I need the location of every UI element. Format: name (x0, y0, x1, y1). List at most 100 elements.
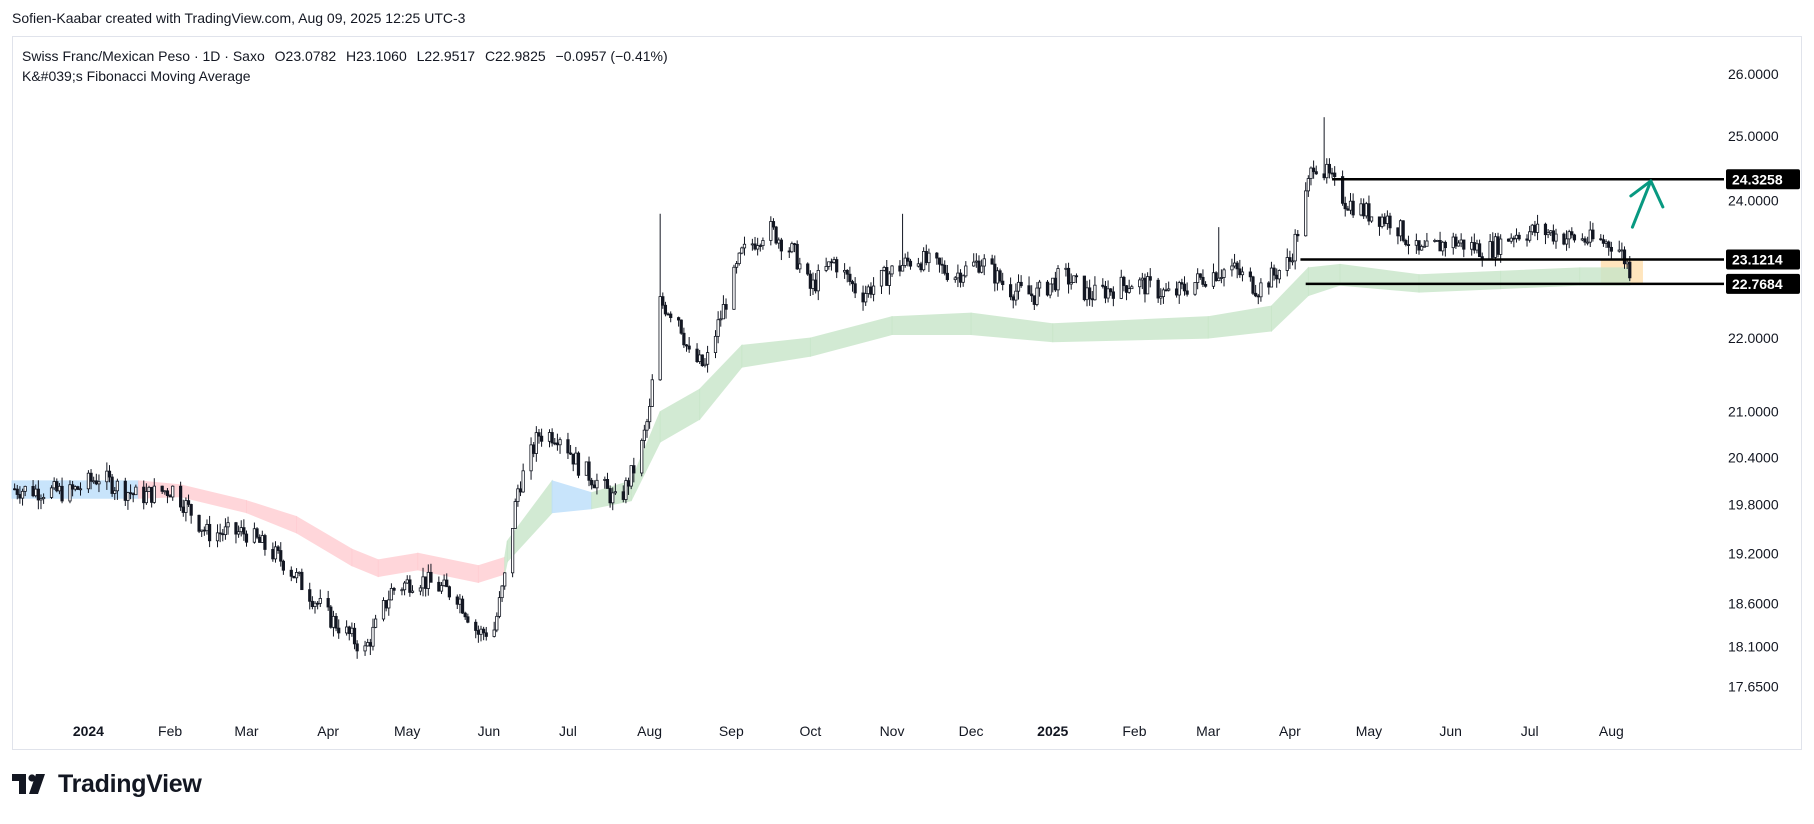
candle-body (313, 602, 317, 607)
candle (624, 477, 628, 504)
candle-body (1164, 289, 1168, 292)
candle-body (458, 598, 462, 605)
candle (297, 571, 301, 577)
candle (721, 295, 726, 320)
candle (226, 516, 230, 535)
candle-body (1106, 288, 1110, 299)
candle-body (808, 273, 812, 289)
candle-body (829, 261, 834, 264)
candle-body (128, 492, 133, 495)
candle-body (115, 480, 119, 492)
tradingview-brand[interactable]: TradingView (12, 770, 202, 799)
candle (197, 514, 201, 534)
open-value: O23.0782 (274, 48, 337, 64)
candle-body (226, 522, 230, 528)
candle (405, 575, 409, 584)
candle (713, 330, 718, 359)
candle (1441, 240, 1445, 256)
fib-ma-band-segment (477, 556, 506, 584)
candle-body (1124, 285, 1129, 293)
candle (279, 542, 283, 567)
candle-body (521, 470, 525, 493)
candle-body (255, 528, 259, 538)
candle-body (864, 293, 868, 303)
candle (871, 277, 876, 302)
candle (165, 488, 170, 504)
candle-body (1222, 269, 1226, 278)
candle (679, 319, 683, 335)
candle-body (1454, 236, 1458, 247)
candle (1085, 280, 1089, 307)
candle-body (1562, 233, 1566, 245)
candle (89, 469, 93, 490)
candle-body (1035, 287, 1039, 305)
candle (60, 477, 64, 504)
candle (445, 573, 449, 588)
candle-body (76, 486, 80, 490)
candle-body (848, 273, 852, 282)
candle (1359, 198, 1363, 217)
x-axis-tick-label: Mar (1196, 723, 1220, 739)
candle (392, 586, 396, 595)
candle (1269, 261, 1274, 288)
candle (1222, 267, 1226, 287)
candle (1011, 294, 1015, 309)
candle-body (650, 379, 654, 407)
candle-body (260, 535, 264, 543)
bullish-arrow[interactable] (1629, 179, 1665, 229)
candle (223, 518, 228, 540)
candle (705, 345, 710, 373)
candle (78, 482, 83, 496)
candle (258, 534, 262, 543)
candle-body (1451, 236, 1455, 249)
candle-body (281, 560, 285, 571)
candle-body (1599, 238, 1603, 241)
candle-body (1343, 202, 1347, 210)
candle (492, 621, 496, 638)
candle (289, 566, 293, 582)
candle (1572, 233, 1577, 243)
candle (758, 243, 762, 252)
candle-body (632, 465, 636, 474)
candle (1475, 239, 1479, 254)
indicator-name[interactable]: K&#039;s Fibonacci Moving Average (22, 68, 251, 84)
candle-body (36, 488, 40, 501)
candle-body (1014, 290, 1018, 301)
candle (906, 251, 910, 267)
candle-body (740, 247, 744, 254)
candle (1019, 275, 1023, 288)
candle (769, 216, 773, 246)
candle (790, 241, 794, 254)
candle-body (1211, 272, 1216, 287)
candle-body (331, 615, 336, 628)
x-axis-tick-label: 2025 (1037, 723, 1068, 739)
candle-body (1512, 237, 1516, 240)
candle (1506, 238, 1511, 242)
candle (36, 480, 40, 510)
candle (1232, 253, 1237, 269)
candle-body (1604, 241, 1608, 244)
candle-body (326, 598, 330, 608)
tradingview-logo-icon (12, 773, 45, 794)
candle (816, 264, 820, 301)
candle (1385, 210, 1389, 230)
symbol-row[interactable]: Swiss Franc/Mexican Peso · 1D · Saxo O23… (22, 46, 668, 66)
candle-body (553, 442, 557, 445)
candle-body (437, 581, 441, 592)
candle (1296, 230, 1300, 242)
candle-body (368, 642, 372, 647)
candle (761, 237, 765, 250)
candle-body (995, 270, 1000, 284)
candle (1309, 166, 1313, 186)
fib-ma-band-segment (659, 388, 701, 443)
candle (1053, 271, 1057, 292)
candle (584, 461, 588, 476)
candle-body (165, 490, 170, 497)
candle (352, 623, 357, 650)
y-axis-tick-label: 17.6500 (1728, 678, 1779, 694)
candle (732, 264, 736, 310)
candle-body (1180, 282, 1184, 285)
candle (331, 610, 336, 637)
candle (898, 260, 902, 277)
